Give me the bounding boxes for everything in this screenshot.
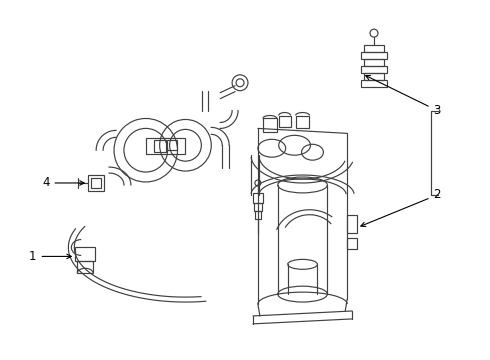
Bar — [255, 211, 261, 219]
Bar — [254, 203, 262, 211]
Bar — [364, 59, 384, 66]
Bar — [154, 140, 166, 152]
Bar — [347, 215, 357, 233]
Bar — [77, 261, 93, 273]
Text: 3: 3 — [366, 76, 441, 117]
Bar — [295, 116, 310, 129]
Bar — [88, 175, 104, 191]
Bar — [91, 178, 101, 188]
Bar — [146, 138, 185, 154]
Bar — [263, 118, 277, 132]
Bar — [75, 247, 95, 261]
Bar — [167, 140, 176, 150]
Text: 1: 1 — [29, 250, 72, 263]
Bar — [361, 66, 387, 73]
Bar — [361, 80, 387, 87]
Text: 4: 4 — [42, 176, 84, 189]
Text: 2: 2 — [361, 188, 441, 226]
Bar — [347, 238, 357, 249]
Bar — [364, 73, 384, 80]
Bar — [253, 193, 263, 203]
Bar — [364, 45, 384, 52]
Bar — [279, 116, 291, 127]
Bar — [361, 52, 387, 59]
